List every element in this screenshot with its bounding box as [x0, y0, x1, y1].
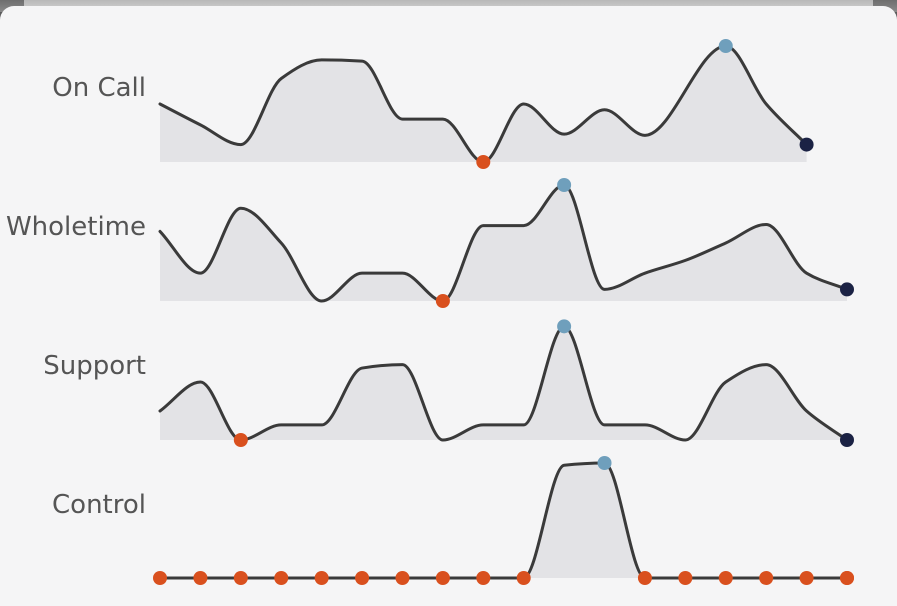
- min-point-marker: [516, 571, 531, 585]
- sparkline-chart: On Call Wholetime Support Control: [6, 39, 854, 585]
- last-point-marker: [799, 137, 814, 152]
- series-area: [160, 326, 847, 440]
- sparkline-row-0: On Call: [52, 39, 814, 169]
- min-point-marker: [435, 294, 450, 308]
- min-point-marker: [759, 571, 774, 585]
- series-area: [160, 185, 847, 301]
- series-label: Support: [43, 351, 146, 381]
- last-point-marker: [840, 282, 854, 297]
- min-point-marker: [799, 571, 814, 585]
- max-point-marker: [718, 39, 733, 53]
- min-point-marker: [678, 571, 693, 585]
- min-point-marker: [233, 571, 248, 585]
- window-top-bar-inner: [24, 0, 873, 10]
- series-label: Wholetime: [6, 212, 146, 242]
- series-label: On Call: [52, 73, 146, 103]
- max-point-marker: [557, 319, 572, 334]
- min-point-marker: [233, 433, 248, 447]
- series-line: [158, 461, 849, 580]
- min-point-marker: [153, 571, 167, 585]
- min-point-marker: [435, 571, 450, 585]
- max-point-marker: [557, 178, 572, 192]
- series-line: [158, 183, 849, 303]
- series-area: [160, 463, 847, 578]
- min-point-marker: [476, 155, 491, 169]
- sparkline-row-1: Wholetime: [6, 178, 854, 308]
- min-point-marker: [718, 571, 733, 585]
- min-point-marker: [193, 571, 208, 585]
- max-point-marker: [597, 456, 612, 470]
- last-point-marker: [840, 571, 854, 585]
- sparkline-row-2: Support: [43, 319, 854, 447]
- series-line: [158, 44, 809, 164]
- min-point-marker: [637, 571, 652, 585]
- min-point-marker: [274, 571, 289, 585]
- min-point-marker: [355, 571, 370, 585]
- min-point-marker: [476, 571, 491, 585]
- series-line: [158, 324, 849, 442]
- min-point-marker: [314, 571, 329, 585]
- last-point-marker: [840, 433, 854, 447]
- min-point-marker: [395, 571, 410, 585]
- sparkline-row-3: Control: [52, 456, 854, 585]
- series-label: Control: [52, 490, 146, 520]
- series-area: [160, 46, 807, 162]
